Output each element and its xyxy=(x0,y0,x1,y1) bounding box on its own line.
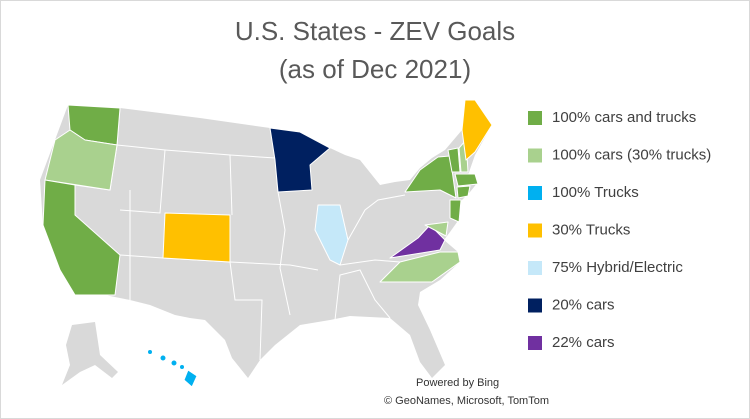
legend-swatch xyxy=(528,298,542,313)
state xyxy=(424,221,449,237)
state xyxy=(461,99,493,161)
state-border xyxy=(116,144,166,214)
state xyxy=(183,369,198,388)
legend-swatch xyxy=(528,261,542,275)
state xyxy=(269,127,331,193)
alaska xyxy=(62,322,118,385)
legend: 100% cars and trucks 100% cars (30% truck… xyxy=(528,109,711,351)
title-line: U.S. States - ZEV Goals xyxy=(235,16,515,46)
state xyxy=(314,204,349,266)
mainland xyxy=(40,100,492,378)
legend-swatch xyxy=(528,111,542,125)
state xyxy=(454,173,479,187)
state xyxy=(170,359,178,367)
state xyxy=(456,185,471,199)
state xyxy=(447,147,461,173)
state xyxy=(179,364,185,370)
state xyxy=(389,224,446,259)
attribution: Powered by Bing xyxy=(416,377,499,389)
state-border xyxy=(334,269,391,321)
state xyxy=(162,212,231,263)
legend-label: 100% cars and trucks xyxy=(552,109,696,126)
legend-swatch xyxy=(528,223,542,238)
state-border xyxy=(279,267,291,316)
legend-swatch xyxy=(528,148,542,163)
us-map xyxy=(40,99,493,388)
state xyxy=(379,251,461,283)
state xyxy=(159,354,167,362)
state xyxy=(44,129,118,191)
legend-label: 22% cars xyxy=(552,334,615,351)
state xyxy=(147,349,153,355)
attribution: © GeoNames, Microsoft, TomTom xyxy=(384,395,549,407)
state-border xyxy=(347,194,406,241)
legend-swatch xyxy=(528,186,542,200)
legend-swatch xyxy=(528,336,542,350)
state xyxy=(42,179,121,296)
title-line: (as of Dec 2021) xyxy=(279,54,471,84)
legend-label: 75% Hybrid/Electric xyxy=(552,259,683,276)
legend-label: 20% cars xyxy=(552,296,615,313)
hawaii xyxy=(147,349,198,388)
legend-label: 100% cars (30% trucks) xyxy=(552,146,711,163)
state-border xyxy=(339,259,401,266)
legend-label: 30% Trucks xyxy=(552,221,630,238)
legend-label: 100% Trucks xyxy=(552,184,639,201)
state xyxy=(449,199,462,223)
state-border xyxy=(229,261,263,361)
